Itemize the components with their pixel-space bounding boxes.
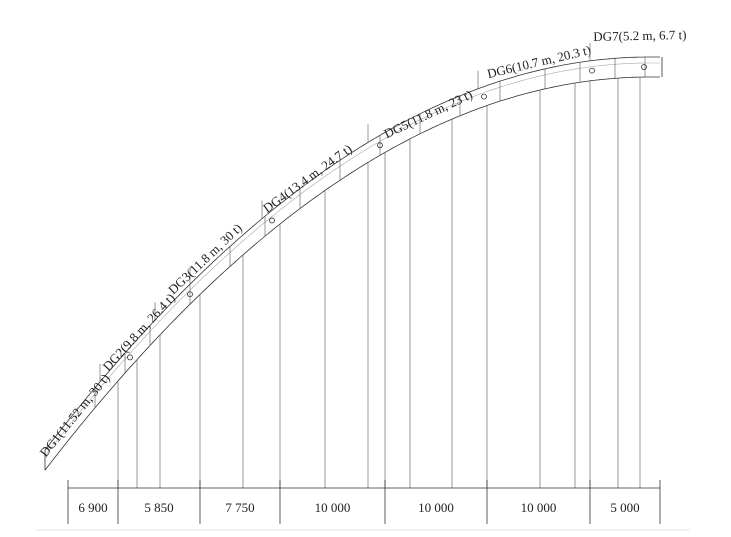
arch-mid-line	[44, 62, 660, 457]
joint	[641, 64, 647, 70]
joint	[481, 93, 487, 100]
dimension-label: 7 750	[225, 500, 254, 515]
joint	[377, 142, 383, 149]
joint	[127, 354, 133, 361]
segment-label: DG7(5.2 m, 6.7 t)	[593, 27, 686, 44]
segment-label: DG3(11.8 m, 30 t)	[165, 220, 245, 297]
segment-label: DG1(11.52 m, 30 t)	[36, 371, 112, 460]
joint	[187, 291, 193, 298]
dimension-label: 5 850	[144, 500, 173, 515]
joint	[589, 67, 595, 74]
segment-label: DG4(13.4 m, 24.7 t)	[260, 141, 355, 216]
dimension-label: 10 000	[418, 500, 454, 515]
arch-top-edge	[44, 56, 660, 451]
joint	[269, 217, 275, 224]
dimension-label: 5 000	[610, 500, 639, 515]
segment-label: DG6(10.7 m, 20.3 t)	[486, 42, 593, 81]
dimension-label: 6 900	[78, 500, 107, 515]
dimension-label: 10 000	[315, 500, 351, 515]
dimension-label: 10 000	[521, 500, 557, 515]
arch-bottom-edge	[44, 76, 660, 471]
segment-label: DG5(11.8 m, 23 t)	[382, 87, 475, 142]
segment-label: DG2(9.8 m, 26.4 t)	[99, 290, 177, 374]
